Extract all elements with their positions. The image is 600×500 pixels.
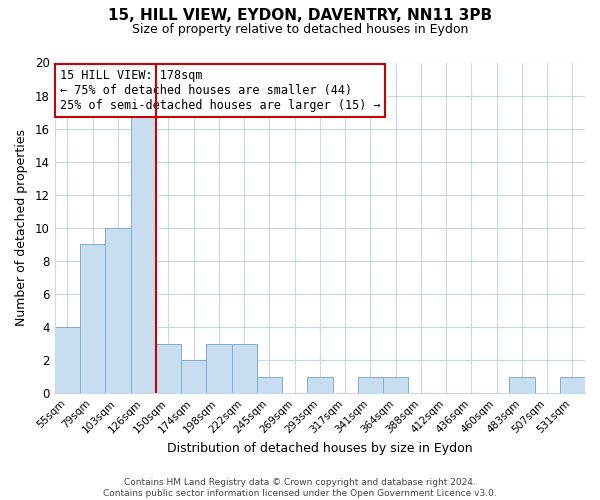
X-axis label: Distribution of detached houses by size in Eydon: Distribution of detached houses by size … (167, 442, 473, 455)
Bar (55, 327, 80, 394)
Bar (106, 228, 131, 394)
Bar (206, 344, 232, 394)
Bar (232, 344, 257, 394)
Y-axis label: Number of detached properties: Number of detached properties (15, 130, 28, 326)
Text: Size of property relative to detached houses in Eydon: Size of property relative to detached ho… (132, 22, 468, 36)
Text: Contains HM Land Registry data © Crown copyright and database right 2024.
Contai: Contains HM Land Registry data © Crown c… (103, 478, 497, 498)
Text: 15, HILL VIEW, EYDON, DAVENTRY, NN11 3PB: 15, HILL VIEW, EYDON, DAVENTRY, NN11 3PB (108, 8, 492, 22)
Bar (509, 377, 535, 394)
Bar (560, 377, 585, 394)
Bar (383, 377, 408, 394)
Bar (131, 112, 156, 394)
Bar (257, 377, 282, 394)
Bar (80, 244, 106, 394)
Bar (307, 377, 332, 394)
Bar (181, 360, 206, 394)
Text: 15 HILL VIEW: 178sqm
← 75% of detached houses are smaller (44)
25% of semi-detac: 15 HILL VIEW: 178sqm ← 75% of detached h… (60, 69, 381, 112)
Bar (358, 377, 383, 394)
Bar (156, 344, 181, 394)
